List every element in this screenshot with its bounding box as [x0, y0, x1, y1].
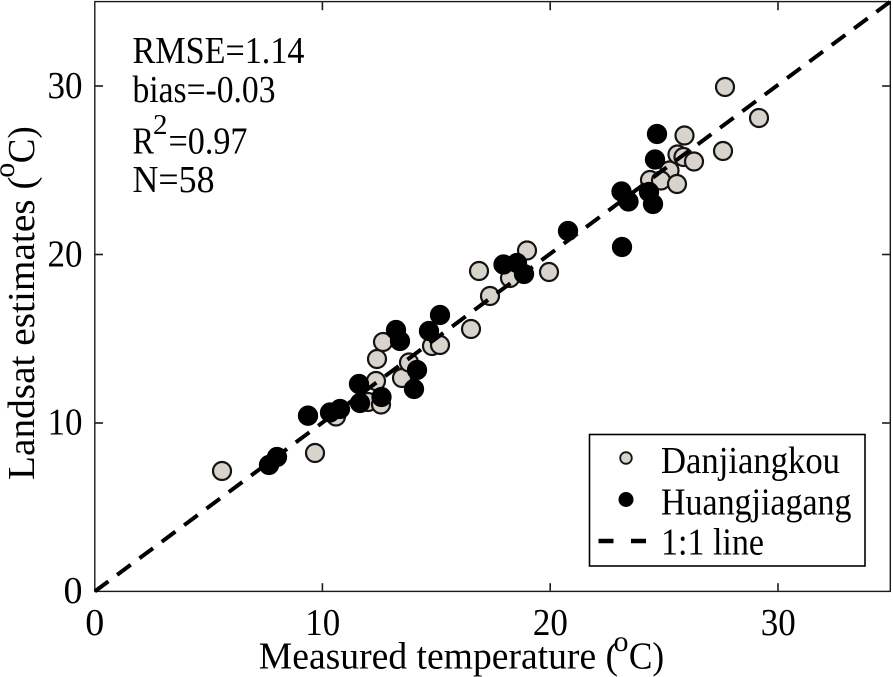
svg-text:o: o: [0, 163, 21, 178]
svg-text:30: 30: [761, 602, 796, 644]
svg-text:=0.97: =0.97: [169, 121, 248, 163]
svg-text:Measured temperature (: Measured temperature (: [259, 636, 618, 677]
svg-text:C): C): [1, 126, 43, 163]
svg-text:0: 0: [85, 602, 104, 644]
svg-text:30: 30: [48, 65, 83, 107]
svg-text:20: 20: [533, 602, 568, 644]
svg-text:R: R: [133, 121, 155, 163]
svg-text:10: 10: [305, 602, 340, 644]
svg-text:N=58: N=58: [133, 159, 215, 201]
svg-text:bias=-0.03: bias=-0.03: [133, 69, 276, 111]
svg-text:Huangjiagang: Huangjiagang: [661, 481, 852, 523]
svg-text:RMSE=1.14: RMSE=1.14: [133, 30, 305, 72]
svg-text:o: o: [614, 625, 629, 658]
svg-text:1:1 line: 1:1 line: [661, 522, 764, 564]
svg-text:20: 20: [48, 233, 83, 275]
svg-text:Danjiangkou: Danjiangkou: [661, 440, 840, 482]
svg-text:2: 2: [153, 109, 168, 141]
svg-text:Landsat estimates (: Landsat estimates (: [1, 177, 43, 481]
svg-text:C): C): [629, 636, 664, 677]
svg-text:0: 0: [64, 570, 83, 612]
svg-text:10: 10: [48, 402, 83, 444]
